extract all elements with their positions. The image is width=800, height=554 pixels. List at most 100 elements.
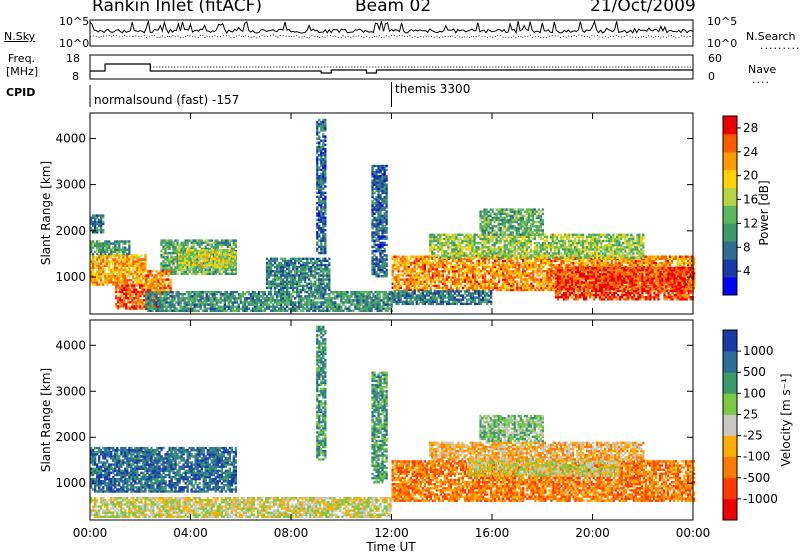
- heatmap-cell: [216, 259, 219, 262]
- heatmap-cell: [685, 278, 688, 281]
- heatmap-cell: [145, 307, 148, 310]
- heatmap-cell: [542, 265, 545, 269]
- heatmap-cell: [168, 239, 171, 242]
- heatmap-cell: [106, 248, 109, 251]
- heatmap-cell: [344, 290, 347, 294]
- heatmap-cell: [214, 241, 217, 244]
- heatmap-cell: [230, 265, 233, 269]
- heatmap-cell: [380, 305, 383, 308]
- heatmap-cell: [94, 231, 97, 234]
- heatmap-cell: [685, 255, 688, 258]
- heatmap-cell: [277, 263, 281, 267]
- heatmap-cell: [222, 249, 225, 252]
- heatmap-cell: [504, 274, 507, 277]
- heatmap-cell: [213, 293, 216, 296]
- heatmap-cell: [172, 272, 175, 275]
- heatmap-cell: [230, 245, 233, 248]
- heatmap-cell: [120, 272, 123, 276]
- heatmap-cell: [409, 263, 412, 267]
- heatmap-cell: [210, 263, 213, 266]
- heatmap-cell: [120, 279, 123, 282]
- heatmap-cell: [469, 280, 473, 283]
- heatmap-cell: [296, 272, 299, 275]
- heatmap-cell: [161, 293, 164, 296]
- heatmap-cell: [114, 268, 117, 272]
- heatmap-cell: [126, 264, 129, 267]
- heatmap-cell: [530, 272, 533, 275]
- heatmap-cell: [96, 266, 99, 269]
- heatmap-cell: [292, 280, 295, 283]
- heatmap-cell: [538, 268, 541, 271]
- heatmap-cell: [498, 280, 501, 283]
- heatmap-cell: [147, 276, 150, 279]
- heatmap-cell: [139, 301, 142, 304]
- heatmap-cell: [510, 284, 513, 288]
- heatmap-cell: [277, 295, 281, 298]
- heatmap-cell: [191, 301, 194, 304]
- heatmap-cell: [279, 278, 283, 281]
- heatmap-cell: [342, 303, 345, 306]
- heatmap-cell: [455, 286, 459, 290]
- heatmap-cell: [273, 270, 277, 273]
- heatmap-cell: [193, 299, 196, 302]
- heatmap-cell: [104, 246, 107, 249]
- heatmap-cell: [429, 233, 432, 236]
- heatmap-cell: [174, 243, 177, 246]
- heatmap-cell: [112, 275, 115, 278]
- heatmap-cell: [232, 253, 235, 257]
- heatmap-cell: [433, 272, 436, 275]
- heatmap-cell: [90, 226, 93, 230]
- heatmap-cell: [267, 261, 271, 265]
- heatmap-cell: [149, 286, 152, 290]
- heatmap-cell: [126, 258, 129, 261]
- heatmap-cell: [618, 280, 621, 283]
- heatmap-cell: [245, 299, 249, 302]
- heatmap-cell: [174, 270, 177, 273]
- heatmap-cell: [114, 260, 117, 263]
- heatmap-cell: [201, 301, 204, 304]
- heatmap-cell: [122, 272, 125, 276]
- heatmap-cell: [284, 259, 287, 263]
- heatmap-cell: [124, 277, 127, 280]
- heatmap-cell: [618, 261, 621, 265]
- heatmap-cell: [312, 257, 315, 260]
- heatmap-cell: [131, 290, 134, 294]
- heatmap-cell: [102, 272, 105, 276]
- heatmap-cell: [512, 261, 515, 265]
- heatmap-cell: [94, 220, 97, 224]
- heatmap-cell: [570, 261, 573, 265]
- heatmap-cell: [223, 309, 226, 312]
- heatmap-cell: [114, 242, 117, 245]
- heatmap-cell: [128, 258, 131, 261]
- heatmap-cell: [222, 256, 225, 259]
- heatmap-cell: [376, 297, 379, 300]
- heatmap-cell: [421, 259, 424, 263]
- heatmap-cell: [300, 259, 303, 263]
- heatmap-cell: [267, 263, 271, 267]
- heatmap-cell: [263, 293, 267, 296]
- heatmap-cell: [473, 268, 477, 271]
- heatmap-cell: [100, 262, 103, 265]
- heatmap-cell: [140, 279, 143, 282]
- heatmap-cell: [288, 303, 291, 306]
- heatmap-cell: [145, 278, 148, 281]
- heatmap-cell: [234, 253, 237, 256]
- heatmap-cell: [403, 265, 406, 269]
- heatmap-cell: [518, 286, 521, 290]
- heatmap-cell: [290, 299, 293, 302]
- heatmap-cell: [439, 280, 442, 283]
- heatmap-cell: [348, 299, 351, 302]
- heatmap-cell: [192, 268, 195, 271]
- heatmap-cell: [160, 253, 163, 257]
- heatmap-cell: [558, 257, 561, 260]
- heatmap-cell: [409, 278, 412, 281]
- heatmap-cell: [467, 263, 471, 267]
- heatmap-cell: [209, 301, 212, 304]
- heatmap-cell: [640, 263, 643, 267]
- heatmap-cell: [273, 309, 277, 312]
- heatmap-cell: [518, 288, 521, 292]
- heatmap-cell: [104, 250, 107, 254]
- heatmap-cell: [102, 242, 105, 245]
- heatmap-cell: [498, 272, 501, 275]
- heatmap-cell: [151, 305, 154, 308]
